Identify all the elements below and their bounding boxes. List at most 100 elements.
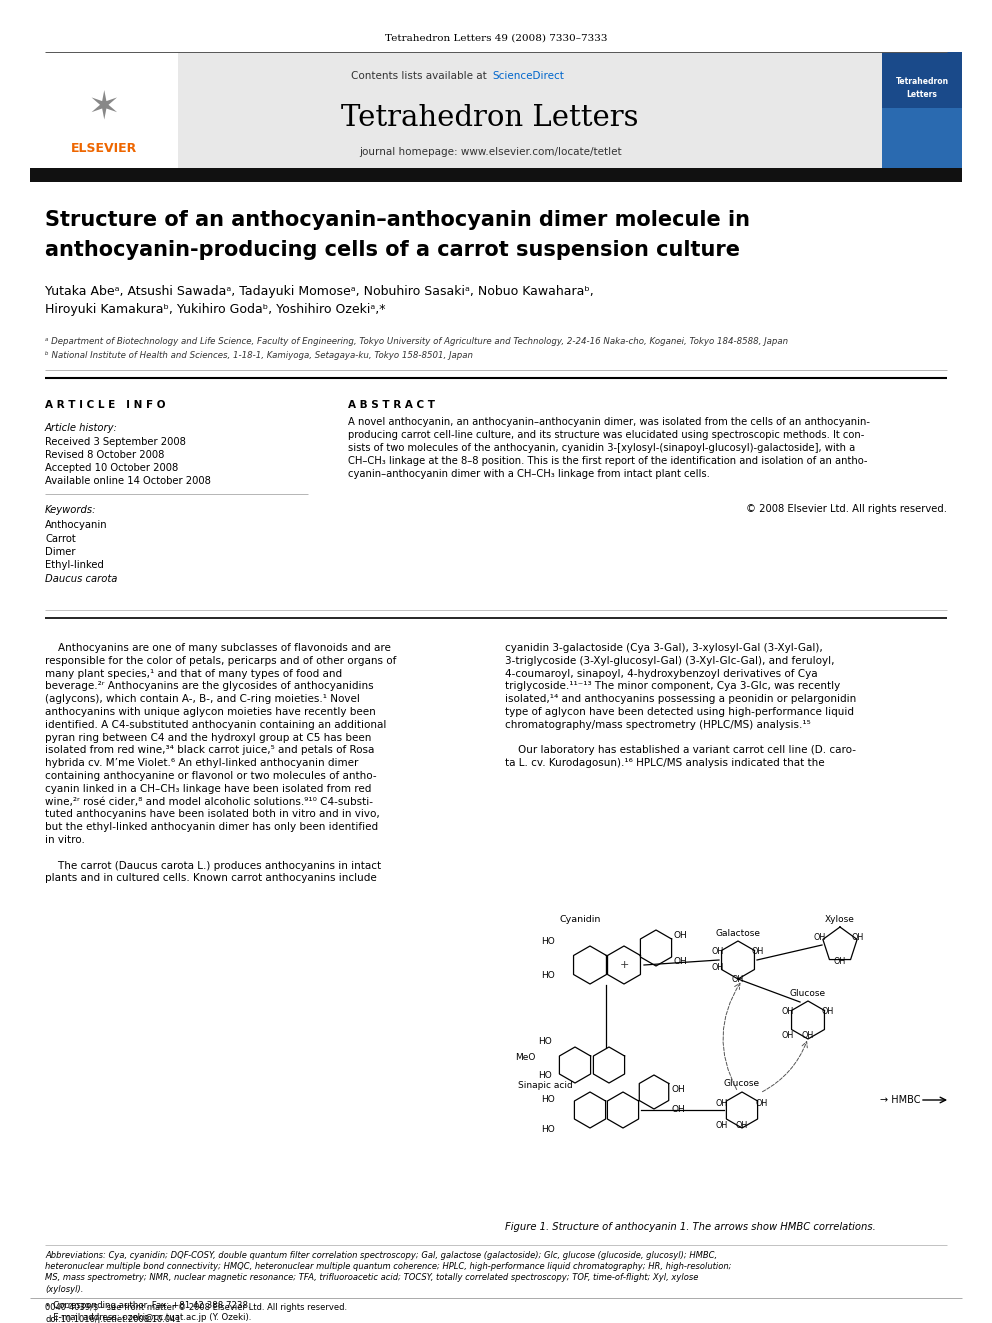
Text: cyanin linked in a CH–CH₃ linkage have been isolated from red: cyanin linked in a CH–CH₃ linkage have b…	[45, 783, 371, 794]
Text: HO: HO	[538, 1070, 552, 1080]
Text: Article history:: Article history:	[45, 423, 118, 433]
Text: chromatography/mass spectrometry (HPLC/MS) analysis.¹⁵: chromatography/mass spectrometry (HPLC/M…	[505, 720, 810, 730]
Text: ta L. cv. Kurodagosun).¹⁶ HPLC/MS analysis indicated that the: ta L. cv. Kurodagosun).¹⁶ HPLC/MS analys…	[505, 758, 824, 769]
Text: MeO: MeO	[515, 1053, 536, 1062]
Text: triglycoside.¹¹⁻¹³ The minor component, Cya 3-Glc, was recently: triglycoside.¹¹⁻¹³ The minor component, …	[505, 681, 840, 692]
Text: OH: OH	[813, 933, 826, 942]
Text: wine,²ʳ rosé cider,⁸ and model alcoholic solutions.⁹¹⁰ C4-substi-: wine,²ʳ rosé cider,⁸ and model alcoholic…	[45, 796, 373, 807]
Text: Galactose: Galactose	[715, 929, 761, 938]
Text: doi:10.1016/j.tetlet.2008.10.041: doi:10.1016/j.tetlet.2008.10.041	[45, 1315, 181, 1323]
Text: ELSEVIER: ELSEVIER	[70, 142, 137, 155]
Text: Keywords:: Keywords:	[45, 505, 96, 515]
Text: Glucose: Glucose	[724, 1078, 760, 1088]
Text: Anthocyanin: Anthocyanin	[45, 520, 107, 531]
Text: Abbreviations: Cya, cyanidin; DQF-COSY, double quantum filter correlation spectr: Abbreviations: Cya, cyanidin; DQF-COSY, …	[45, 1250, 717, 1259]
Text: anthocyanin-producing cells of a carrot suspension culture: anthocyanin-producing cells of a carrot …	[45, 239, 740, 261]
Text: OH: OH	[712, 963, 724, 972]
Text: Figure 1. Structure of anthocyanin 1. The arrows show HMBC correlations.: Figure 1. Structure of anthocyanin 1. Th…	[505, 1222, 876, 1232]
Text: Contents lists available at: Contents lists available at	[351, 71, 490, 81]
Text: Tetrahedron Letters 49 (2008) 7330–7333: Tetrahedron Letters 49 (2008) 7330–7333	[385, 33, 607, 42]
Text: Tetrahedron
Letters: Tetrahedron Letters	[896, 77, 948, 99]
Bar	[30, 52, 882, 168]
Text: producing carrot cell-line culture, and its structure was elucidated using spect: producing carrot cell-line culture, and …	[348, 430, 864, 441]
Text: type of aglycon have been detected using high-performance liquid: type of aglycon have been detected using…	[505, 706, 854, 717]
Text: OH: OH	[756, 1098, 768, 1107]
Text: Tetrahedron Letters: Tetrahedron Letters	[341, 105, 639, 132]
Text: plants and in cultured cells. Known carrot anthocyanins include: plants and in cultured cells. Known carr…	[45, 873, 377, 884]
Bar	[30, 168, 962, 183]
Text: Glucose: Glucose	[790, 988, 826, 998]
Text: Accepted 10 October 2008: Accepted 10 October 2008	[45, 463, 179, 474]
Text: E-mail address: ozeki@cc.tuat.ac.jp (Y. Ozeki).: E-mail address: ozeki@cc.tuat.ac.jp (Y. …	[45, 1312, 251, 1322]
Text: Cyanidin: Cyanidin	[559, 916, 601, 925]
Text: © 2008 Elsevier Ltd. All rights reserved.: © 2008 Elsevier Ltd. All rights reserved…	[746, 504, 947, 515]
Text: identified. A C4-substituted anthocyanin containing an additional: identified. A C4-substituted anthocyanin…	[45, 720, 386, 730]
Text: (aglycons), which contain A-, B-, and C-ring moieties.¹ Novel: (aglycons), which contain A-, B-, and C-…	[45, 695, 360, 704]
Text: containing anthocyanine or flavonol or two molecules of antho-: containing anthocyanine or flavonol or t…	[45, 771, 377, 781]
Text: in vitro.: in vitro.	[45, 835, 85, 845]
Text: Anthocyanins are one of many subclasses of flavonoids and are: Anthocyanins are one of many subclasses …	[45, 643, 391, 654]
Text: OH: OH	[674, 958, 686, 967]
Text: cyanin–anthocyanin dimer with a CH–CH₃ linkage from intact plant cells.: cyanin–anthocyanin dimer with a CH–CH₃ l…	[348, 468, 710, 479]
Text: HO: HO	[541, 1095, 555, 1105]
Text: 0040-4039/$ - see front matter © 2008 Elsevier Ltd. All rights reserved.: 0040-4039/$ - see front matter © 2008 El…	[45, 1303, 347, 1312]
Text: CH–CH₃ linkage at the 8–8 position. This is the first report of the identificati: CH–CH₃ linkage at the 8–8 position. This…	[348, 456, 867, 466]
Text: OH: OH	[852, 933, 864, 942]
Text: OH: OH	[782, 1008, 795, 1016]
Text: OH: OH	[674, 930, 686, 939]
Text: Available online 14 October 2008: Available online 14 October 2008	[45, 476, 211, 486]
Text: cyanidin 3-galactoside (Cya 3-Gal), 3-xylosyl-Gal (3-Xyl-Gal),: cyanidin 3-galactoside (Cya 3-Gal), 3-xy…	[505, 643, 822, 654]
Text: Received 3 September 2008: Received 3 September 2008	[45, 437, 186, 447]
Text: journal homepage: www.elsevier.com/locate/tetlet: journal homepage: www.elsevier.com/locat…	[359, 147, 621, 157]
Text: The carrot (Daucus carota L.) produces anthocyanins in intact: The carrot (Daucus carota L.) produces a…	[45, 860, 381, 871]
Text: beverage.²ʳ Anthocyanins are the glycosides of anthocyanidins: beverage.²ʳ Anthocyanins are the glycosi…	[45, 681, 374, 692]
Text: → HMBC: → HMBC	[880, 1095, 920, 1105]
Text: tuted anthocyanins have been isolated both in vitro and in vivo,: tuted anthocyanins have been isolated bo…	[45, 810, 380, 819]
Text: OH: OH	[736, 1121, 748, 1130]
Text: OH: OH	[732, 975, 744, 984]
Text: A R T I C L E   I N F O: A R T I C L E I N F O	[45, 400, 166, 410]
Text: Dimer: Dimer	[45, 546, 75, 557]
Text: +: +	[619, 960, 629, 970]
Text: Hiroyuki Kamakuraᵇ, Yukihiro Godaᵇ, Yoshihiro Ozekiᵃ,*: Hiroyuki Kamakuraᵇ, Yukihiro Godaᵇ, Yosh…	[45, 303, 386, 316]
Text: ScienceDirect: ScienceDirect	[492, 71, 563, 81]
Text: OH: OH	[672, 1085, 684, 1094]
Bar	[882, 52, 962, 168]
Text: A novel anthocyanin, an anthocyanin–anthocyanin dimer, was isolated from the cel: A novel anthocyanin, an anthocyanin–anth…	[348, 417, 870, 427]
Text: OH: OH	[802, 1032, 814, 1040]
Text: OH: OH	[782, 1032, 795, 1040]
Text: Sinapic acid: Sinapic acid	[518, 1081, 572, 1090]
Text: OH: OH	[716, 1098, 728, 1107]
Text: OH: OH	[716, 1121, 728, 1130]
Text: OH: OH	[834, 958, 846, 967]
Text: isolated,¹⁴ and anthocyanins possessing a peonidin or pelargonidin: isolated,¹⁴ and anthocyanins possessing …	[505, 695, 856, 704]
Text: Revised 8 October 2008: Revised 8 October 2008	[45, 450, 165, 460]
Text: heteronuclear multiple bond connectivity; HMQC, heteronuclear multiple quantum c: heteronuclear multiple bond connectivity…	[45, 1262, 731, 1271]
Bar	[30, 52, 178, 168]
Text: OH: OH	[822, 1008, 834, 1016]
Text: Carrot: Carrot	[45, 533, 75, 544]
Text: Ethyl-linked: Ethyl-linked	[45, 561, 104, 570]
Text: Xylose: Xylose	[825, 916, 855, 925]
Text: sists of two molecules of the anthocyanin, cyanidin 3-[xylosyl-(sinapoyl-glucosy: sists of two molecules of the anthocyani…	[348, 443, 855, 452]
Text: OH: OH	[672, 1106, 684, 1114]
Text: hybrida cv. M’me Violet.⁶ An ethyl-linked anthocyanin dimer: hybrida cv. M’me Violet.⁶ An ethyl-linke…	[45, 758, 358, 769]
Text: OH: OH	[752, 947, 764, 957]
Text: Daucus carota: Daucus carota	[45, 574, 117, 583]
Text: Yutaka Abeᵃ, Atsushi Sawadaᵃ, Tadayuki Momoseᵃ, Nobuhiro Sasakiᵃ, Nobuo Kawahara: Yutaka Abeᵃ, Atsushi Sawadaᵃ, Tadayuki M…	[45, 286, 594, 299]
Text: but the ethyl-linked anthocyanin dimer has only been identified: but the ethyl-linked anthocyanin dimer h…	[45, 822, 378, 832]
Text: ᵃ Department of Biotechnology and Life Science, Faculty of Engineering, Tokyo Un: ᵃ Department of Biotechnology and Life S…	[45, 337, 788, 347]
Text: pyran ring between C4 and the hydroxyl group at C5 has been: pyran ring between C4 and the hydroxyl g…	[45, 733, 371, 742]
Text: anthocyanins with unique aglycon moieties have recently been: anthocyanins with unique aglycon moietie…	[45, 706, 376, 717]
Text: ⋆ Corresponding author. Fax: +81 42 388 7238.: ⋆ Corresponding author. Fax: +81 42 388 …	[45, 1301, 251, 1310]
Text: many plant species,¹ and that of many types of food and: many plant species,¹ and that of many ty…	[45, 668, 342, 679]
Text: HO: HO	[541, 1126, 555, 1135]
Text: HO: HO	[541, 938, 555, 946]
Text: HO: HO	[538, 1037, 552, 1046]
Bar	[882, 108, 962, 168]
Text: OH: OH	[712, 947, 724, 957]
Text: Structure of an anthocyanin–anthocyanin dimer molecule in: Structure of an anthocyanin–anthocyanin …	[45, 210, 750, 230]
Text: MS, mass spectrometry; NMR, nuclear magnetic resonance; TFA, trifluoroacetic aci: MS, mass spectrometry; NMR, nuclear magn…	[45, 1274, 698, 1282]
Text: 4-coumaroyl, sinapoyl, 4-hydroxybenzoyl derivatives of Cya: 4-coumaroyl, sinapoyl, 4-hydroxybenzoyl …	[505, 668, 817, 679]
Text: ✶: ✶	[87, 89, 120, 127]
